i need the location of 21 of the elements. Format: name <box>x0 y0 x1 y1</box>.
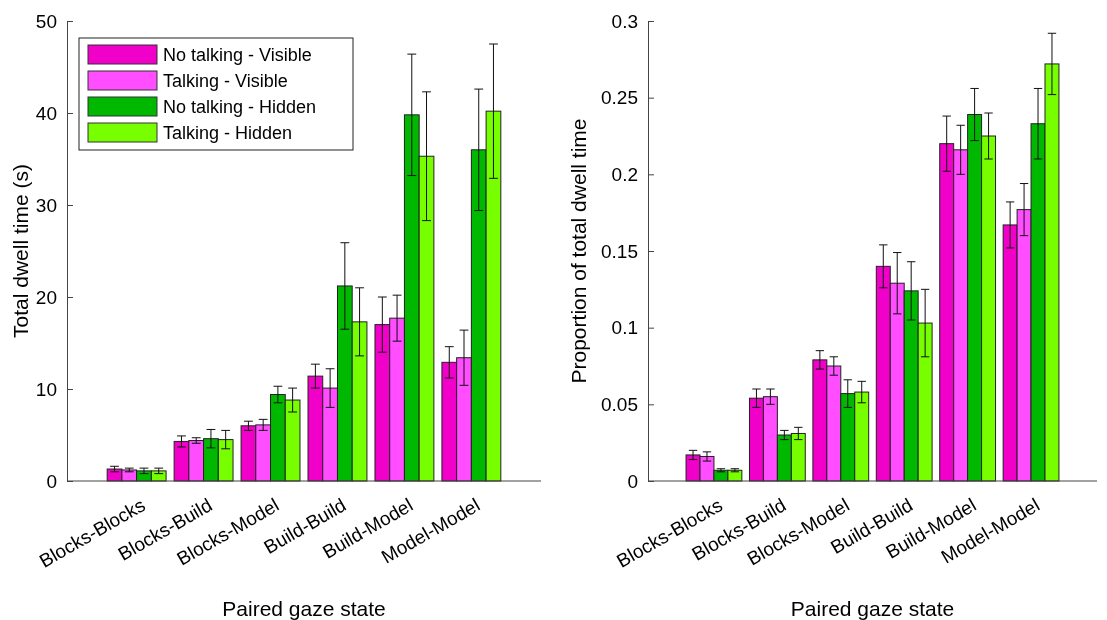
y-tick-label: 20 <box>35 286 57 308</box>
legend-label: No talking - Visible <box>163 45 312 65</box>
y-tick-label: 0 <box>627 470 638 492</box>
y-tick-label: 0.2 <box>611 163 638 185</box>
y-tick-label: 10 <box>35 378 57 400</box>
y-tick-label: 0.15 <box>601 240 638 262</box>
legend-label: No talking - Hidden <box>163 97 317 117</box>
y-tick-label: 30 <box>35 194 57 216</box>
y-tick-label: 0.25 <box>601 87 638 109</box>
legend-label: Talking - Hidden <box>163 123 293 143</box>
y-tick-label: 0.05 <box>601 393 638 415</box>
y-tick-label: 0.1 <box>611 317 638 339</box>
y-tick-label: 0.3 <box>611 10 638 32</box>
legend-label: Talking - Visible <box>163 71 288 91</box>
y-axis-title: Proportion of total dwell time <box>567 118 590 384</box>
y-tick-label: 0 <box>46 470 57 492</box>
y-tick-label: 40 <box>35 102 57 124</box>
y-tick-label: 50 <box>35 10 57 32</box>
y-axis-title: Total dwell time (s) <box>9 164 32 338</box>
x-axis-title: Paired gaze state <box>790 597 955 620</box>
x-axis-title: Paired gaze state <box>222 597 386 620</box>
